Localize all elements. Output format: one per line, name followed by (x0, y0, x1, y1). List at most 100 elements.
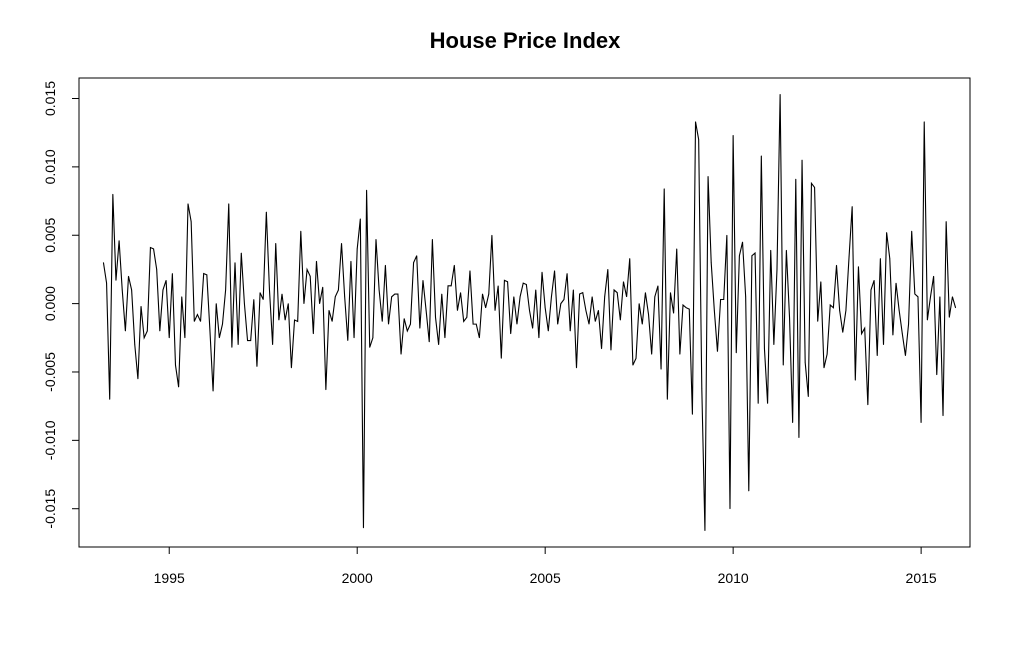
data-point (926, 319, 928, 321)
data-point (159, 330, 161, 332)
data-point (738, 255, 740, 257)
data-point (613, 289, 615, 291)
data-point (168, 337, 170, 339)
data-point (538, 337, 540, 339)
data-point (444, 337, 446, 339)
data-point (200, 320, 201, 322)
data-point (150, 247, 151, 248)
data-point (845, 310, 847, 311)
data-point (431, 238, 433, 240)
data-point (717, 351, 718, 352)
data-point (197, 314, 198, 315)
data-point (626, 296, 628, 298)
data-point (541, 271, 543, 273)
data-point (685, 307, 687, 309)
data-point (278, 319, 280, 321)
data-point (854, 379, 856, 381)
data-point (525, 284, 527, 285)
data-point (143, 337, 145, 339)
data-point (726, 234, 728, 236)
data-point (892, 334, 894, 336)
chart-title: House Price Index (430, 28, 622, 53)
data-point (707, 176, 709, 177)
data-point (663, 188, 665, 190)
data-point (914, 293, 916, 295)
data-point (579, 293, 581, 295)
data-point (801, 159, 803, 161)
data-point (676, 248, 678, 250)
data-point (710, 262, 712, 263)
data-point (651, 353, 653, 355)
data-point (400, 353, 402, 355)
x-tick-label: 2015 (906, 570, 937, 586)
data-point (920, 422, 922, 423)
data-point (218, 337, 220, 339)
data-point (394, 293, 396, 295)
data-point (582, 292, 584, 294)
data-point (350, 260, 352, 262)
data-point (701, 387, 703, 389)
data-point (281, 293, 283, 295)
data-point (911, 230, 913, 232)
data-point (645, 292, 646, 294)
data-point (146, 330, 148, 332)
data-point (735, 352, 737, 354)
data-point (604, 296, 606, 298)
data-point (384, 264, 386, 266)
data-point (124, 330, 126, 332)
data-point (666, 398, 668, 400)
data-point (704, 530, 706, 531)
x-tick-label: 2000 (342, 570, 373, 586)
data-point (372, 337, 374, 339)
data-point (422, 279, 424, 281)
data-point (259, 292, 261, 294)
data-point (629, 258, 631, 259)
data-point (654, 296, 656, 298)
data-point (140, 305, 142, 307)
data-point (876, 355, 878, 356)
data-point (679, 353, 681, 355)
data-point (519, 296, 521, 298)
data-point (720, 299, 721, 300)
data-point (955, 307, 956, 309)
data-point (485, 307, 487, 309)
data-point (770, 249, 772, 251)
data-point (698, 139, 700, 140)
data-point (532, 327, 534, 329)
data-point (253, 299, 255, 300)
data-point (908, 323, 909, 325)
data-point (475, 323, 477, 325)
data-point (472, 323, 474, 325)
data-point (673, 312, 674, 314)
data-point (359, 218, 361, 220)
data-point (811, 182, 812, 184)
data-point (153, 248, 154, 250)
data-point (594, 320, 596, 322)
data-point (773, 344, 775, 346)
data-point (428, 341, 430, 343)
data-point (328, 310, 330, 311)
data-point (591, 296, 593, 298)
data-point (322, 286, 324, 288)
data-point (497, 285, 499, 287)
data-point (356, 248, 358, 250)
data-point (494, 310, 496, 311)
data-point (554, 270, 555, 272)
data-point (225, 289, 227, 291)
y-axis: -0.015 -0.010 -0.005 0.000 0.005 0.010 0.015 (42, 81, 80, 529)
data-point (306, 269, 308, 270)
x-tick-label: 2005 (530, 570, 561, 586)
y-tick-label: 0.010 (42, 149, 58, 184)
data-point (319, 303, 320, 305)
data-point (341, 243, 342, 244)
data-point (441, 293, 443, 295)
data-point (804, 362, 806, 363)
data-point (820, 281, 822, 283)
data-point (115, 279, 117, 281)
data-point (256, 366, 258, 367)
x-tick-label: 2010 (718, 570, 749, 586)
data-point (767, 403, 768, 404)
y-tick-label: 0.015 (42, 81, 58, 116)
data-point (585, 310, 587, 311)
